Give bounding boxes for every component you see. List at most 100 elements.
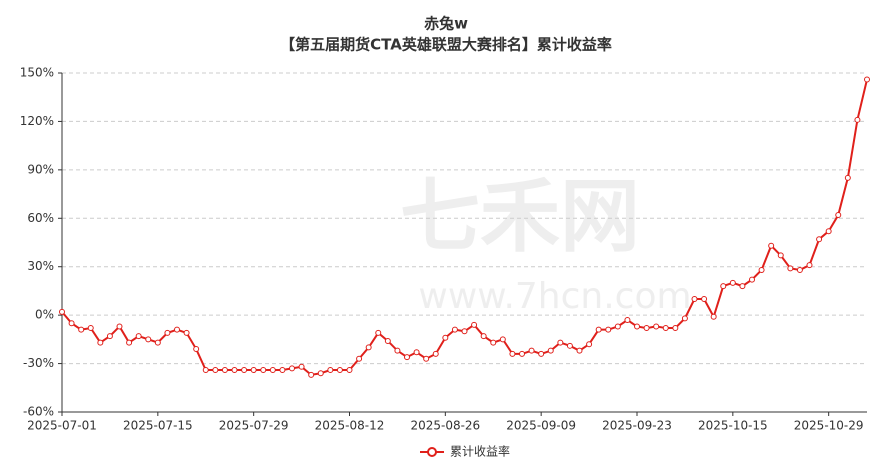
point [614,323,621,330]
point [461,328,468,335]
point [327,367,334,374]
point [634,323,640,330]
point [729,279,736,286]
point [154,339,161,346]
point [375,329,382,336]
point [787,265,794,272]
point [365,344,372,351]
point [68,320,75,327]
point [710,313,717,320]
point [432,350,439,357]
point [576,347,583,354]
point [528,347,535,354]
point [164,329,171,336]
point [595,326,602,333]
point [816,236,823,243]
point [394,347,401,354]
y-tick-label: 120% [20,114,54,128]
point [480,333,487,340]
point [126,339,133,346]
chart-subtitle: 【第五届期货CTA英雄联盟大赛排名】累计收益率 [280,36,612,54]
point [193,346,200,353]
y-tick-label: 60% [27,211,54,225]
point [451,326,458,333]
point [269,367,276,374]
point [279,367,286,374]
point [557,339,564,346]
point [701,296,708,302]
point [672,325,679,332]
x-tick-label: 2025-07-01 [27,419,97,433]
point [231,367,238,374]
x-tick-label: 2025-09-23 [602,419,672,433]
x-tick-label: 2025-10-15 [698,419,768,433]
point [116,323,123,330]
y-tick-label: 90% [27,162,54,176]
watermark: www.7hcn.com [418,276,691,317]
point [806,262,813,269]
point [174,326,180,333]
point [691,296,698,302]
point [298,363,305,370]
point [423,355,430,362]
point [135,333,142,340]
point [681,315,688,322]
y-tick-label: 150% [20,66,54,80]
x-tick-label: 2025-07-15 [123,419,193,433]
point [758,266,765,273]
point [289,365,295,372]
point [566,342,573,349]
point [519,350,525,357]
point [356,355,363,362]
point [720,283,727,290]
point [749,276,755,283]
point [384,337,391,344]
legend-marker [427,447,437,457]
watermark: 七禾网 [400,170,640,263]
point [202,367,209,374]
point [739,283,746,290]
x-tick-label: 2025-08-26 [410,419,480,433]
point [59,308,65,315]
point [308,371,315,378]
point [864,76,870,83]
point [145,336,152,343]
point [221,367,228,374]
point [768,242,775,249]
x-tick-label: 2025-08-12 [315,419,385,433]
legend-label: 累计收益率 [450,444,510,459]
y-tick-label: -60% [23,405,54,419]
y-tick-label: 30% [27,259,54,273]
point [854,116,861,123]
point [586,341,593,348]
point [97,339,104,346]
point [777,252,784,259]
y-tick-label: -30% [23,356,54,370]
x-tick-label: 2025-10-29 [794,419,864,433]
point [653,323,660,330]
point [413,349,420,356]
point [241,367,248,374]
point [605,326,612,333]
point [796,266,803,273]
point [844,174,851,181]
point [106,333,113,340]
point [183,329,190,336]
point [538,350,545,357]
point [490,339,497,346]
x-tick-label: 2025-07-29 [219,419,289,433]
point [346,367,353,374]
point [87,325,94,332]
y-tick-label: 0% [35,308,54,322]
point [662,325,669,332]
x-tick-label: 2025-09-09 [506,419,576,433]
point [260,367,267,374]
point [643,325,650,332]
point [509,350,516,357]
point [250,367,257,374]
point [624,316,631,323]
point [825,228,832,235]
point [471,321,478,328]
point [336,367,343,374]
